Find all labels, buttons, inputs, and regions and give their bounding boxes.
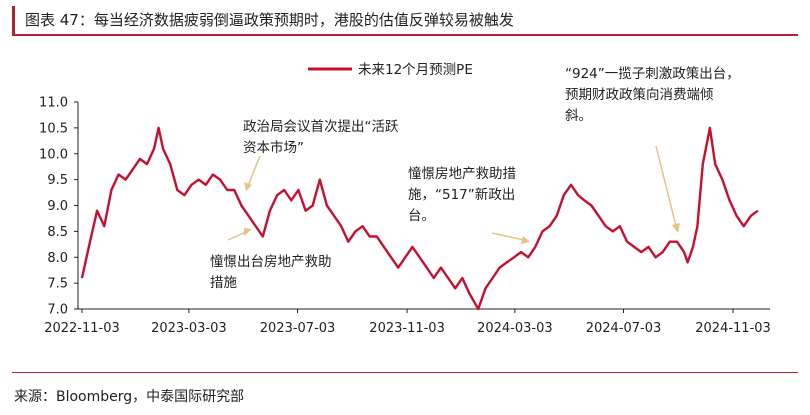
x-tick-label: 2023-03-03 (151, 321, 227, 336)
annotation-arrow-3 (491, 232, 525, 241)
x-tick-label: 2024-07-03 (586, 321, 662, 336)
annotation-arrowhead-2 (244, 228, 252, 236)
annotation-4-line: 斜。 (565, 108, 592, 124)
annotation-arrow-2 (227, 231, 247, 241)
title-bar: 图表 47：每当经济数据疲弱倒逼政策预期时，港股的估值反弹较易被触发 (12, 6, 798, 36)
annotation-4: “924”一揽子刺激政策出台， 预期财政政策向消费端倾斜。 (565, 65, 740, 124)
y-tick-label: 9.5 (47, 173, 68, 188)
annotation-4-line: “924”一揽子刺激政策出台， (565, 65, 740, 82)
annotation-arrowhead-1 (244, 182, 252, 191)
y-axis: 11.0 10.5 10.0 9.5 9.0 8.5 8.0 7.5 7.0 (39, 96, 79, 318)
legend: 未来12个月预测PE (308, 62, 473, 78)
annotation-arrow-1 (247, 155, 261, 187)
x-tick-label: 2024-11-03 (695, 321, 771, 336)
y-tick-label: 8.0 (47, 251, 68, 266)
x-tick-label: 2022-11-03 (44, 321, 120, 336)
annotation-arrowhead-3 (521, 236, 530, 244)
chart-title: 图表 47：每当经济数据疲弱倒逼政策预期时，港股的估值反弹较易被触发 (25, 11, 514, 29)
source-note: 来源：Bloomberg，中泰国际研究部 (14, 389, 245, 405)
annotation-3: 憧憬房地产救助措施，“517”新政出台。 (408, 166, 516, 224)
x-tick-label: 2023-11-03 (369, 321, 445, 336)
annotations: 政治局会议首次提出“活跃资本市场” 憧憬出台房地产救助措施 憧憬房地产救助措施，“5… (210, 65, 740, 291)
y-tick-label: 8.5 (47, 225, 68, 240)
pe-series-line (80, 126, 759, 311)
x-axis: 2022-11-03 2023-03-03 2023-07-03 2023-11-03… (44, 308, 771, 336)
annotation-1-line: 资本市场” (243, 139, 304, 156)
y-tick-label: 10.0 (39, 147, 68, 162)
legend-label: 未来12个月预测PE (358, 62, 473, 78)
y-tick-label: 9.0 (47, 199, 68, 214)
annotation-1: 政治局会议首次提出“活跃资本市场” (243, 119, 399, 156)
source-divider (12, 372, 798, 373)
y-tick-label: 7.0 (47, 303, 68, 318)
annotation-3-line: 施，“517”新政出 (408, 187, 515, 203)
annotation-3-line: 憧憬房地产救助措 (408, 166, 516, 182)
y-tick-label: 7.5 (47, 277, 68, 292)
annotation-arrowhead-4 (672, 223, 680, 233)
annotation-arrow-4 (655, 145, 677, 227)
pe-line-chart: 11.0 10.5 10.0 9.5 9.0 8.5 8.0 7.5 7.0 2022-11-0… (39, 62, 771, 336)
x-tick-label: 2024-03-03 (477, 321, 553, 336)
annotation-arrows (227, 145, 680, 244)
annotation-2-line: 憧憬出台房地产救助 (210, 254, 332, 270)
annotation-2: 憧憬出台房地产救助措施 (210, 254, 332, 291)
annotation-3-line: 台。 (408, 208, 435, 224)
annotation-4-line: 预期财政政策向消费端倾 (565, 86, 714, 103)
y-tick-label: 11.0 (39, 96, 68, 111)
y-tick-label: 10.5 (39, 121, 68, 136)
annotation-2-line: 措施 (210, 275, 237, 291)
x-tick-label: 2023-07-03 (260, 321, 336, 336)
annotation-1-line: 政治局会议首次提出“活跃 (243, 119, 399, 135)
